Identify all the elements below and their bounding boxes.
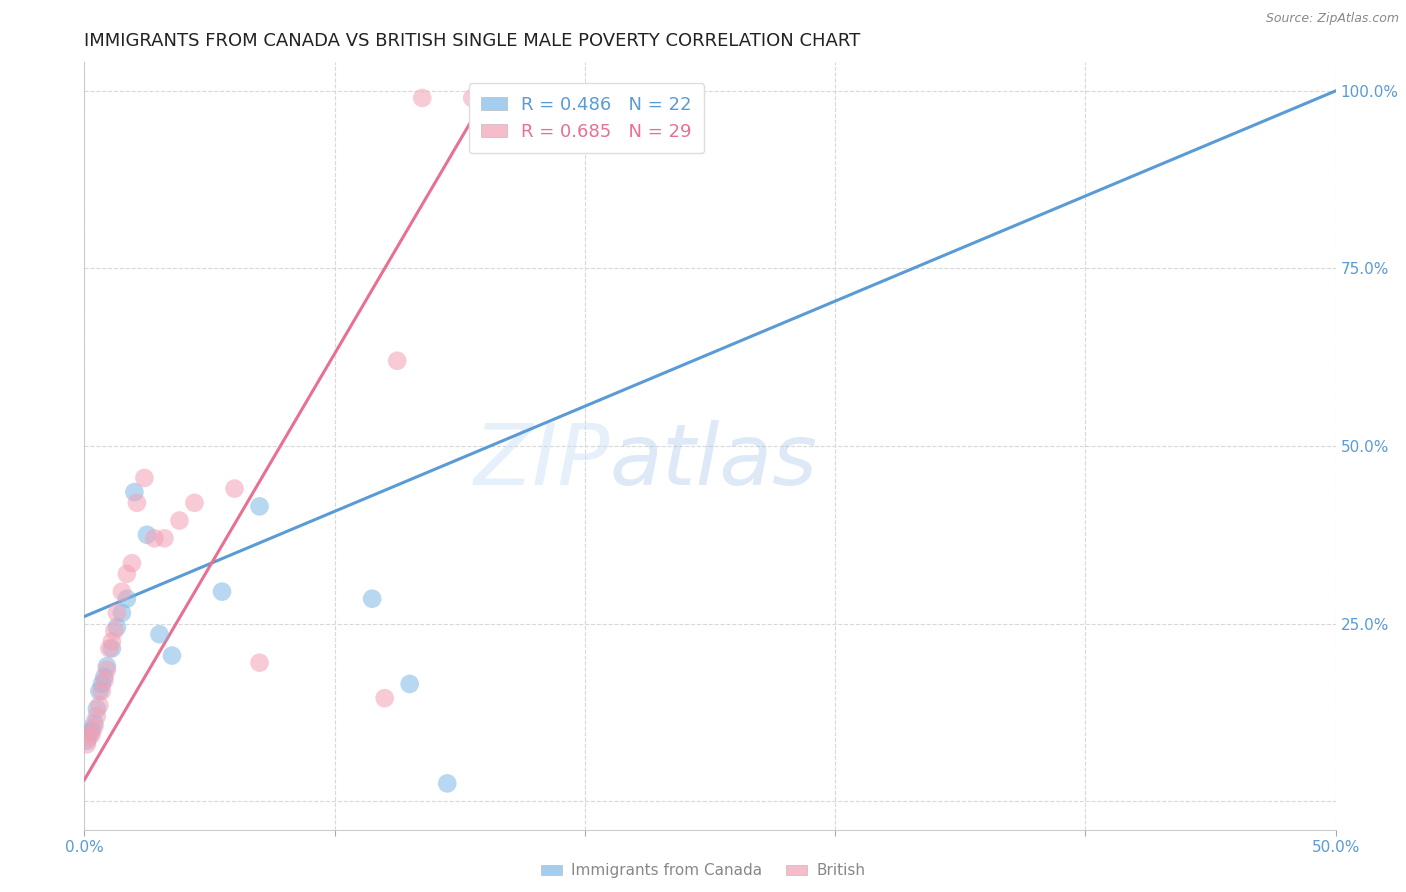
Point [153,532,176,546]
Point [89,684,111,698]
Point [211,584,233,599]
Point [79,726,101,740]
Point [249,500,271,514]
Point [89,698,111,713]
Point [93,670,115,684]
Point [411,91,433,105]
Text: ZIP: ZIP [474,420,610,503]
Point [96,659,118,673]
Point [90,684,112,698]
Point [148,627,170,641]
Legend: R = 0.486   N = 22, R = 0.685   N = 29: R = 0.486 N = 22, R = 0.685 N = 29 [468,83,704,153]
Point [136,528,159,542]
Point [83,716,105,731]
Text: Source: ZipAtlas.com: Source: ZipAtlas.com [1265,12,1399,25]
Point [93,673,115,688]
Legend: Immigrants from Canada, British: Immigrants from Canada, British [534,857,872,884]
Point [461,91,484,105]
Point [98,641,121,656]
Point [76,733,98,747]
Point [101,641,124,656]
Point [134,471,156,485]
Point [115,591,138,606]
Point [385,353,409,368]
Text: IMMIGRANTS FROM CANADA VS BRITISH SINGLE MALE POVERTY CORRELATION CHART: IMMIGRANTS FROM CANADA VS BRITISH SINGLE… [84,32,860,50]
Point [143,532,166,546]
Point [86,709,108,723]
Point [374,691,396,706]
Point [101,634,124,648]
Point [80,726,103,740]
Point [76,737,98,751]
Point [398,677,420,691]
Point [249,656,271,670]
Point [224,482,246,496]
Point [436,776,458,790]
Point [111,606,134,620]
Point [169,514,191,528]
Point [124,485,146,500]
Point [103,624,125,638]
Point [115,566,138,581]
Point [79,730,101,744]
Point [80,723,103,738]
Point [105,620,128,634]
Point [83,720,105,734]
Point [111,584,134,599]
Text: atlas: atlas [610,420,818,503]
Point [361,591,384,606]
Point [96,663,118,677]
Point [183,496,205,510]
Point [105,606,128,620]
Point [125,496,148,510]
Point [121,556,143,570]
Point [86,702,108,716]
Point [561,91,583,105]
Point [160,648,183,663]
Point [90,677,112,691]
